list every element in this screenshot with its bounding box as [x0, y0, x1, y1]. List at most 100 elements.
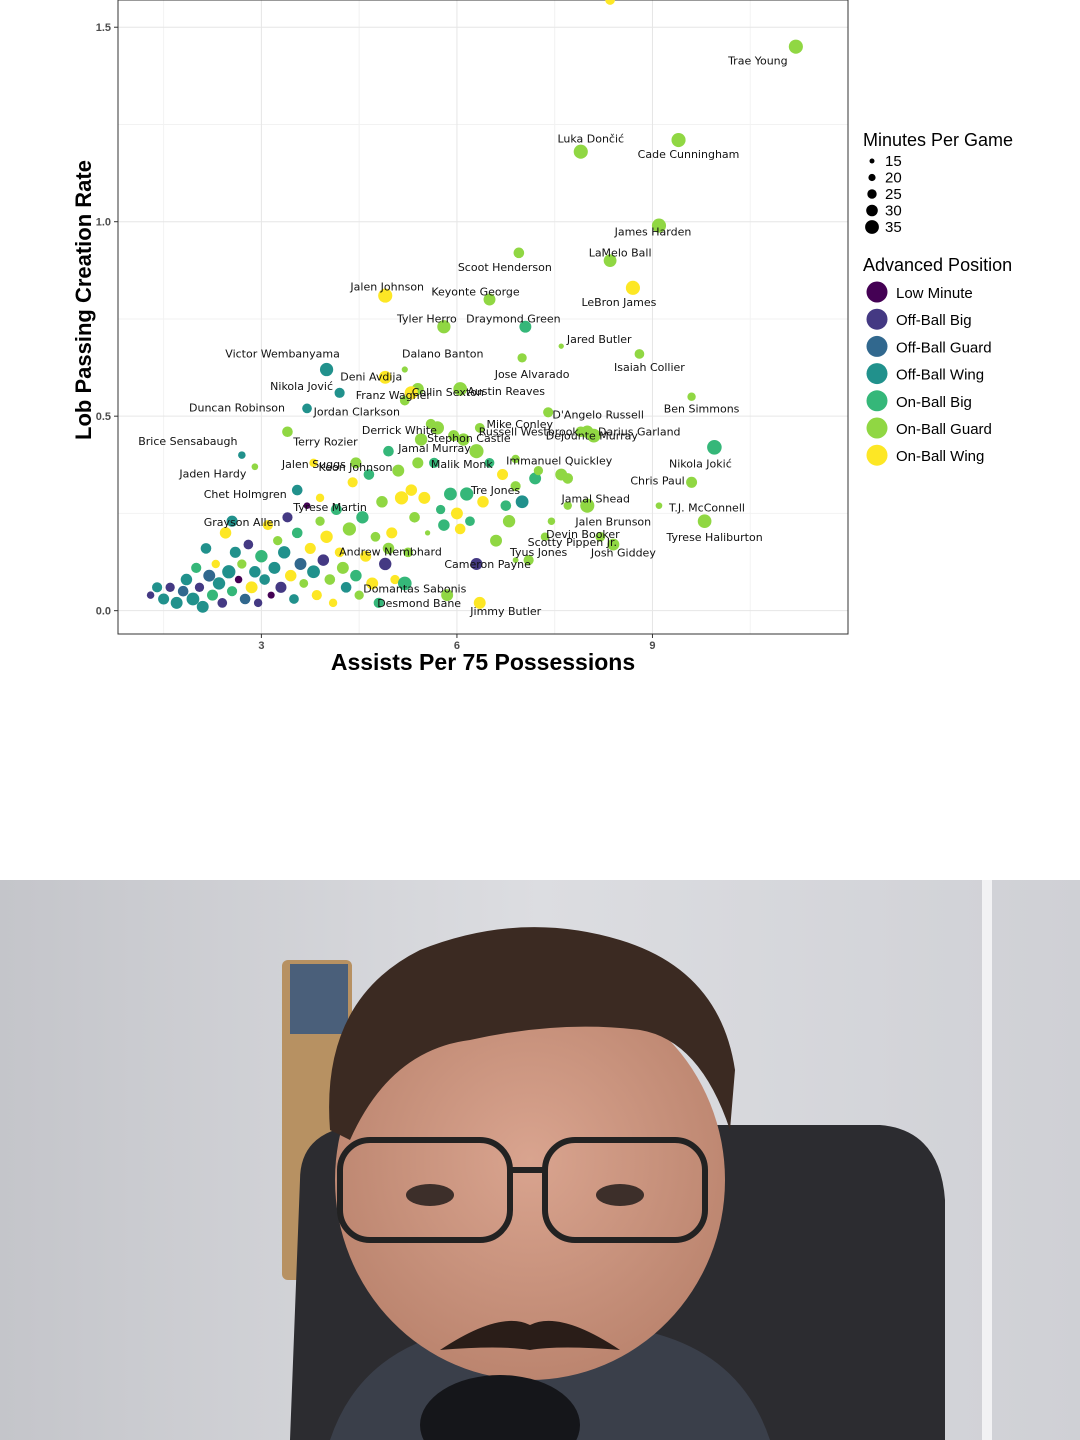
x-tick-label: 3 — [258, 640, 264, 652]
data-point-labeled — [510, 481, 521, 492]
data-point-labeled — [634, 349, 645, 359]
point-label: Draymond Green — [466, 313, 560, 326]
data-point — [363, 469, 375, 480]
point-label: Terry Rozier — [292, 436, 358, 449]
data-point — [273, 536, 283, 546]
data-point-labeled — [651, 218, 667, 233]
point-label: Keyonte George — [431, 285, 520, 298]
point-label: Tyrese Martin — [292, 501, 367, 514]
data-point-labeled — [603, 254, 617, 268]
data-point — [303, 502, 311, 509]
point-label: Immanuel Quickley — [506, 455, 613, 468]
data-point-labeled — [558, 343, 564, 349]
data-point-labeled — [378, 288, 393, 303]
size-legend-key — [865, 220, 879, 234]
door-frame — [982, 880, 992, 1440]
point-label: Jimmy Butler — [469, 605, 541, 618]
data-point-labeled — [788, 39, 803, 54]
data-point — [222, 565, 236, 579]
data-point — [299, 579, 309, 588]
data-point — [502, 515, 516, 528]
color-legend-key — [866, 417, 888, 439]
data-point — [356, 511, 369, 524]
point-label: Jaden Hardy — [178, 468, 247, 481]
point-label: Victor Wembanyama — [225, 348, 340, 361]
point-label: Deni Avdija — [340, 370, 402, 383]
data-point — [324, 574, 336, 585]
data-point-labeled — [382, 542, 395, 555]
data-point-labeled — [655, 502, 663, 509]
point-label: Russell Westbrook — [479, 426, 580, 439]
data-point — [336, 561, 349, 574]
data-point — [500, 500, 512, 511]
data-point — [342, 522, 357, 536]
x-tick-label: 9 — [649, 640, 655, 652]
data-point — [315, 516, 325, 526]
data-point — [470, 558, 483, 570]
color-legend-key — [866, 444, 888, 466]
data-point-labeled — [399, 395, 410, 406]
data-point-labeled — [469, 444, 484, 459]
microphone — [420, 1375, 580, 1440]
point-label: Tyler Herro — [396, 313, 457, 326]
data-point — [186, 592, 200, 606]
data-point — [340, 582, 352, 593]
data-point — [196, 600, 209, 613]
data-point — [234, 575, 243, 584]
data-point — [370, 531, 381, 542]
data-point — [376, 496, 388, 508]
size-legend-label: 35 — [885, 219, 902, 236]
color-legend-label: Off-Ball Wing — [896, 367, 984, 384]
data-point — [403, 547, 413, 558]
data-point — [245, 581, 258, 594]
color-legend-key — [866, 308, 888, 330]
point-label: Scoot Henderson — [458, 261, 552, 274]
data-point — [203, 569, 216, 582]
grid-lines — [118, 0, 848, 634]
data-point — [435, 504, 446, 515]
point-label: Chris Paul — [630, 474, 684, 487]
point-label: Nikola Jokić — [669, 457, 732, 470]
data-point-labeled — [573, 144, 588, 159]
data-point — [383, 445, 394, 457]
data-point — [392, 464, 405, 477]
point-label: Mike Conley — [486, 418, 553, 431]
point-label: D'Angelo Russell — [552, 408, 644, 421]
data-point — [497, 469, 509, 481]
point-label: Franz Wagner — [356, 389, 432, 402]
data-point — [448, 430, 460, 442]
color-legend-key — [866, 363, 888, 385]
data-point — [217, 598, 228, 608]
point-label: Scotty Pippen Jr. — [528, 536, 617, 549]
data-point-labeled — [334, 387, 345, 398]
y-tick-label: 1.5 — [96, 22, 111, 34]
data-point — [243, 539, 254, 550]
data-point — [177, 585, 189, 597]
data-point-labeled — [282, 426, 293, 438]
data-point-labeled — [517, 353, 527, 363]
point-label: Dalano Banton — [402, 348, 484, 361]
data-point-labeled — [430, 421, 444, 435]
data-point — [373, 597, 384, 608]
y-tick-label: 0.5 — [96, 411, 111, 423]
data-point — [366, 577, 379, 590]
axes: 3 6 9 0.0 0.5 1.0 1.5 — [96, 22, 656, 652]
hair — [329, 927, 735, 1140]
data-point — [284, 569, 297, 582]
size-legend-key — [869, 158, 875, 164]
size-legend-key — [866, 204, 878, 217]
data-point — [229, 546, 241, 558]
data-point — [146, 591, 155, 599]
data-point-labeled — [412, 457, 424, 469]
data-point — [350, 569, 362, 582]
plot-panel-border — [117, 0, 849, 635]
data-point-labeled — [707, 440, 722, 455]
data-point — [379, 557, 392, 571]
data-point — [259, 574, 270, 585]
data-point-labeled — [563, 501, 572, 510]
webcam-video — [0, 880, 1080, 1440]
point-label: Darius Garland — [598, 426, 681, 439]
data-point — [237, 559, 247, 569]
data-point-labeled — [226, 515, 238, 527]
x-tick-label: 6 — [454, 640, 460, 652]
